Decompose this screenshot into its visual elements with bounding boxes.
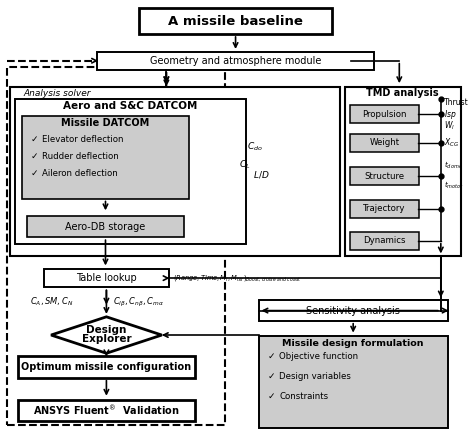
Text: Trajectory: Trajectory [363,204,406,213]
Text: $C_{do}$: $C_{do}$ [247,140,263,153]
FancyBboxPatch shape [22,116,189,198]
Text: Propulsion: Propulsion [362,110,407,119]
Text: ✓: ✓ [30,169,38,178]
FancyBboxPatch shape [350,200,419,218]
Text: $W_l$: $W_l$ [444,120,455,132]
Text: $C_L$: $C_L$ [239,159,251,171]
FancyBboxPatch shape [346,87,461,256]
Text: Aero-DB storage: Aero-DB storage [65,222,146,231]
FancyBboxPatch shape [27,216,184,237]
Text: Missile design formulation: Missile design formulation [283,339,424,347]
Text: ✓: ✓ [30,152,38,161]
FancyBboxPatch shape [350,134,419,152]
FancyBboxPatch shape [139,8,332,34]
Text: Constraints: Constraints [279,392,328,401]
Text: A missile baseline: A missile baseline [168,15,303,28]
Text: Thrust: Thrust [444,99,469,107]
Text: $C_{l\beta}, C_{n\beta}, C_{m\alpha}$: $C_{l\beta}, C_{n\beta}, C_{m\alpha}$ [113,296,164,309]
Text: $(Range, Time, M_i, M_{ter})_{Boost, cruise\ and\ coast}$: $(Range, Time, M_i, M_{ter})_{Boost, cru… [173,273,302,283]
Text: $t_{dome}$: $t_{dome}$ [444,160,463,171]
Text: ✓: ✓ [268,352,275,361]
Text: $Isp$: $Isp$ [444,107,457,120]
FancyBboxPatch shape [10,87,340,256]
FancyBboxPatch shape [18,400,195,421]
Text: Design variables: Design variables [279,372,351,381]
Text: $X_{CG}$: $X_{CG}$ [444,137,459,149]
Text: Explorer: Explorer [82,334,131,344]
Text: Table lookup: Table lookup [76,273,137,283]
Text: Objective function: Objective function [279,352,358,361]
Text: Elevator deflection: Elevator deflection [42,135,123,144]
Text: Dynamics: Dynamics [363,236,406,245]
FancyBboxPatch shape [44,269,169,288]
FancyBboxPatch shape [259,300,448,321]
Text: Missile DATCOM: Missile DATCOM [61,118,150,128]
FancyBboxPatch shape [15,99,246,244]
Text: ✓: ✓ [268,392,275,401]
Text: Geometry and atmosphere module: Geometry and atmosphere module [150,56,321,66]
FancyBboxPatch shape [97,52,374,70]
Text: $L/D$: $L/D$ [253,169,269,181]
Text: Sensitivity analysis: Sensitivity analysis [306,306,400,316]
Text: Design: Design [86,325,127,334]
FancyBboxPatch shape [350,167,419,185]
Text: Analysis solver: Analysis solver [23,89,91,98]
Text: Optimum missile configuration: Optimum missile configuration [21,362,191,372]
Text: Rudder deflection: Rudder deflection [42,152,118,161]
Text: ✓: ✓ [268,372,275,381]
Text: Aero and S&C DATCOM: Aero and S&C DATCOM [63,101,198,111]
Text: Weight: Weight [370,138,400,148]
Text: ✓: ✓ [30,135,38,144]
Text: Structure: Structure [365,172,405,181]
FancyBboxPatch shape [259,336,448,428]
Text: $t_{motor}$: $t_{motor}$ [444,180,465,191]
Text: $C_A, SM, C_N$: $C_A, SM, C_N$ [30,296,73,308]
FancyBboxPatch shape [350,232,419,250]
Text: TMD analysis: TMD analysis [366,88,439,98]
Text: ANSYS Fluent$^{\circledR}$  Validation: ANSYS Fluent$^{\circledR}$ Validation [33,403,180,417]
Text: Aileron deflection: Aileron deflection [42,169,118,178]
Polygon shape [51,317,162,353]
FancyBboxPatch shape [350,105,419,123]
FancyBboxPatch shape [18,356,195,378]
